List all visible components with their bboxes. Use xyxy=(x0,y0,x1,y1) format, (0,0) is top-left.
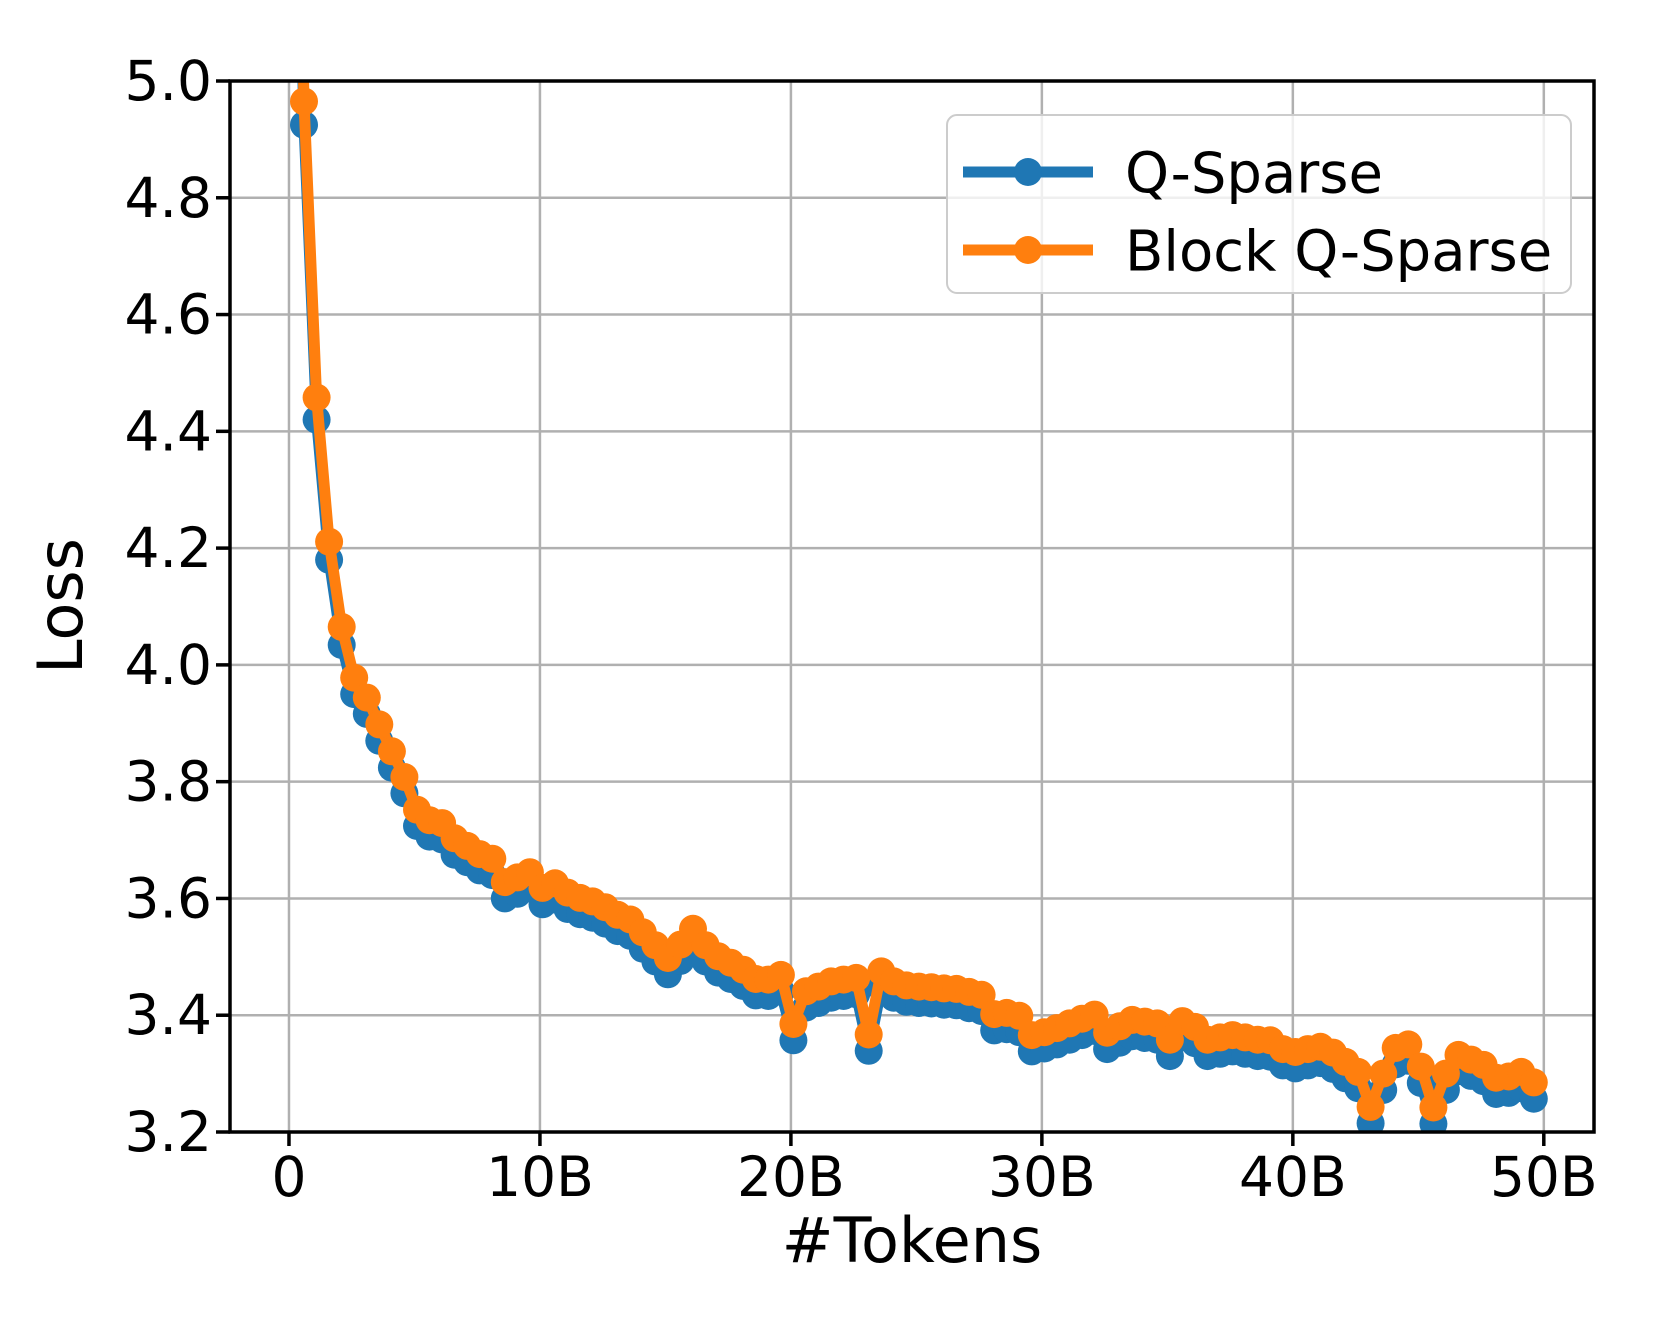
x-tick-label: 50B xyxy=(1490,1145,1598,1209)
x-tick-label: 0 xyxy=(271,1145,306,1209)
legend-label-block-q-sparse: Block Q-Sparse xyxy=(1125,220,1552,285)
series-marker-block-q-sparse xyxy=(1394,1030,1423,1059)
y-tick-label: 4.2 xyxy=(125,516,212,580)
legend: Q-Sparse Block Q-Sparse xyxy=(946,114,1572,294)
series-marker-block-q-sparse xyxy=(1419,1093,1448,1122)
y-tick-label: 5.0 xyxy=(125,49,212,113)
y-tick-label: 3.6 xyxy=(125,866,212,930)
series-marker-block-q-sparse xyxy=(779,1010,808,1038)
series-marker-block-q-sparse xyxy=(340,663,369,692)
x-tick-label: 20B xyxy=(737,1145,845,1209)
legend-marker-q-sparse xyxy=(1014,158,1042,186)
series-marker-block-q-sparse xyxy=(1519,1068,1548,1097)
x-tick-label: 30B xyxy=(988,1145,1096,1209)
legend-marker-block-q-sparse xyxy=(1014,236,1042,264)
plot-area xyxy=(290,81,1548,1132)
plot-border xyxy=(228,79,1596,1134)
series-marker-block-q-sparse xyxy=(327,612,356,641)
legend-item-q-sparse: Q-Sparse xyxy=(963,142,1383,207)
y-tick-label: 3.8 xyxy=(125,750,212,814)
series-marker-block-q-sparse xyxy=(1369,1059,1398,1088)
y-tick-label: 3.4 xyxy=(125,983,212,1047)
y-tick-label: 4.4 xyxy=(125,399,212,463)
series-marker-block-q-sparse xyxy=(365,710,394,739)
x-tick-label: 40B xyxy=(1239,1145,1347,1209)
series-marker-block-q-sparse xyxy=(766,960,795,989)
y-tick-label: 4.6 xyxy=(125,283,212,347)
series-marker-block-q-sparse xyxy=(390,763,419,791)
x-tick-label: 10B xyxy=(486,1145,594,1209)
series-marker-block-q-sparse xyxy=(352,683,381,712)
series-marker-block-q-sparse xyxy=(854,1020,883,1049)
y-tick-label: 3.2 xyxy=(125,1100,212,1164)
series-marker-block-q-sparse xyxy=(1406,1052,1435,1081)
y-tick-label: 4.0 xyxy=(125,633,212,697)
legend-label-q-sparse: Q-Sparse xyxy=(1125,142,1383,207)
series-marker-block-q-sparse xyxy=(290,87,318,116)
series-marker-block-q-sparse xyxy=(315,527,344,556)
legend-box xyxy=(946,114,1572,294)
y-axis-label: Loss xyxy=(24,538,97,674)
series-marker-block-q-sparse xyxy=(302,383,331,412)
axis-ticks: 0 10B 20B 30B 40B 50B 3.2 3.4 3.6 3.8 4.0 4.2 4.4 4.6… xyxy=(125,49,1598,1209)
y-tick-label: 4.8 xyxy=(125,166,212,230)
legend-item-block-q-sparse: Block Q-Sparse xyxy=(963,220,1552,285)
series-marker-block-q-sparse xyxy=(1356,1092,1385,1121)
x-axis-label: #Tokens xyxy=(782,1204,1043,1277)
series-marker-block-q-sparse xyxy=(478,844,507,873)
series-marker-block-q-sparse xyxy=(1344,1057,1373,1086)
series-marker-block-q-sparse xyxy=(377,737,406,766)
series-marker-block-q-sparse xyxy=(842,963,871,992)
